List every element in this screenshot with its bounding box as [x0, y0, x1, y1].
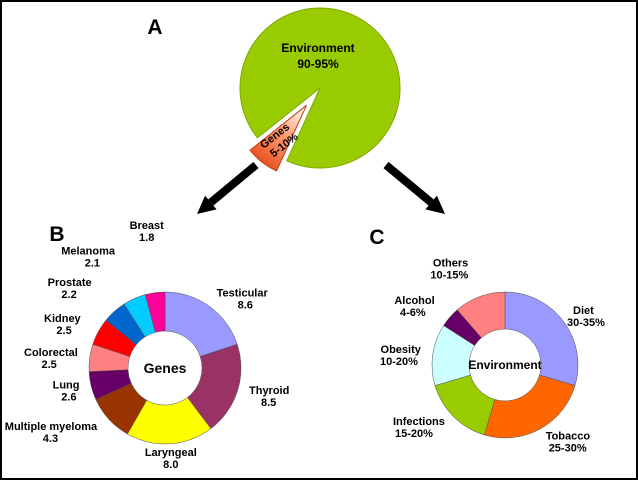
panel-c-label: C: [369, 226, 384, 249]
arrow-to-environment-chart: [383, 161, 445, 214]
label-prostate: Prostate 2.2: [48, 277, 92, 301]
arrow-to-genes-chart: [197, 161, 259, 214]
label-breast: Breast 1.8: [130, 220, 165, 244]
label-infections: Infections 15-20%: [393, 416, 445, 440]
label-melanoma: Melanoma 2.1: [61, 246, 116, 270]
genes-donut-chart: Testicular 8.6 Thyroid 8.5 Laryngeal 8.0 Multi…: [5, 220, 290, 471]
label-lung: Lung 2.6: [53, 380, 80, 404]
environment-donut-center-label: Environment: [468, 358, 541, 372]
environment-slice-value: 90-95%: [297, 57, 339, 71]
label-laryngeal: Laryngeal 8.0: [145, 447, 197, 471]
label-colorectal: Colorectal 2.5: [24, 347, 78, 371]
label-tobacco: Tobacco 25-30%: [546, 431, 591, 455]
slice-others: [456, 291, 506, 339]
label-alcohol: Alcohol 4-6%: [394, 295, 434, 319]
arrows: [197, 161, 445, 214]
environment-donut-chart: Diet 30-35% Tobacco 25-30% Infections 15-20% O…: [380, 258, 605, 455]
arrow-to-environment-chart-shaft: [383, 161, 434, 206]
label-thyroid: Thyroid 8.5: [249, 385, 289, 409]
slice-breast: [144, 291, 166, 333]
label-multiple-myeloma: Multiple myeloma 4.3: [5, 421, 98, 445]
slice-testicular: [164, 291, 238, 357]
panel-b-label: B: [49, 223, 64, 246]
label-kidney: Kidney 2.5: [44, 313, 82, 337]
arrow-to-genes-chart-shaft: [208, 161, 259, 206]
slice-environment: [239, 7, 401, 169]
overview-pie-chart: [239, 7, 401, 172]
slice-diet: [504, 291, 579, 386]
environment-slice-label: Environment: [281, 41, 354, 55]
arrow-to-genes-chart-head: [197, 195, 217, 214]
label-diet: Diet 30-35%: [567, 305, 605, 329]
genes-donut-center-label: Genes: [144, 360, 187, 376]
panel-a-label: A: [147, 16, 162, 39]
label-obesity: Obesity 10-20%: [380, 344, 422, 368]
slice-tobacco: [484, 374, 576, 439]
slice-genes: [249, 104, 307, 172]
arrow-to-environment-chart-head: [425, 195, 445, 214]
label-others: Others 10-15%: [430, 258, 468, 282]
label-testicular: Testicular 8.6: [217, 288, 269, 312]
